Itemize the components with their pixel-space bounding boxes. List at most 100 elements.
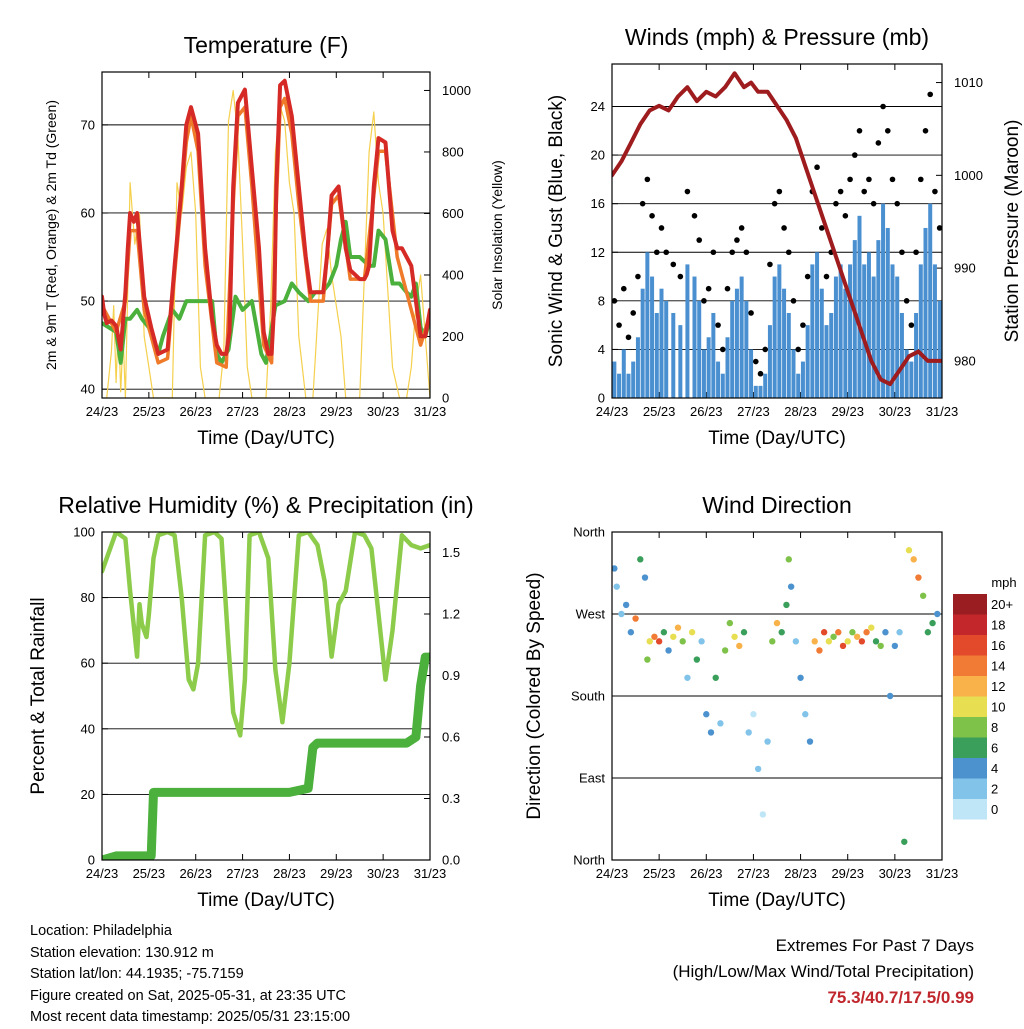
- gust-point: [684, 188, 691, 195]
- wind-bar: [685, 264, 690, 398]
- gust-point: [847, 176, 853, 183]
- gust-point: [639, 200, 646, 207]
- wind-bar: [932, 264, 937, 398]
- station-info: Location: Philadelphia Station elevation…: [30, 921, 350, 1029]
- y2-tick-label: 1000: [954, 168, 983, 183]
- direction-point: [759, 811, 767, 818]
- x-tick-label: 28/23: [273, 404, 306, 419]
- y2-tick-label: 1.5: [442, 545, 460, 560]
- y-tick-label: 40: [81, 721, 95, 736]
- extremes-values: 75.3/40.7/17.5/0.99: [827, 988, 974, 1007]
- wind-bar: [866, 252, 871, 398]
- direction-point: [830, 633, 837, 640]
- x-tick-label: 27/23: [226, 404, 259, 419]
- wind-bar: [923, 227, 928, 398]
- panel-3: 0 20 40 60 80 100 0.0 0.3 0.6 0.9 1.2 1.5 24/23 25/23…: [28, 492, 474, 911]
- x-tick-label: 24/23: [596, 404, 629, 419]
- direction-point: [613, 583, 620, 590]
- direction-point: [877, 642, 884, 650]
- legend-label: 6: [991, 741, 998, 756]
- y2-tick-label: 600: [442, 206, 464, 221]
- direction-point: [712, 674, 719, 681]
- direction-point: [882, 629, 889, 636]
- gust-point: [612, 298, 618, 304]
- gust-point: [936, 225, 942, 231]
- wind-bar: [871, 276, 876, 398]
- gust-point: [927, 91, 934, 98]
- x-tick-label: 30/23: [367, 866, 400, 881]
- gust-point: [767, 261, 773, 268]
- y2-tick-label: 0.6: [442, 730, 460, 745]
- wind-bar: [838, 264, 843, 398]
- x-axis-label: Time (Day/UTC): [197, 428, 335, 449]
- wind-bar: [739, 276, 744, 398]
- gust-point: [658, 225, 665, 231]
- gust-point: [833, 200, 839, 207]
- direction-point: [872, 638, 880, 645]
- direction-point: [721, 647, 729, 654]
- wind-bar: [621, 349, 626, 398]
- direction-point: [797, 674, 804, 681]
- wind-bar: [862, 264, 867, 398]
- wind-bar: [791, 349, 796, 398]
- y-axis-label: 2m & 9m T (Red, Orange) & 2m Td (Green): [43, 100, 59, 370]
- direction-point: [811, 638, 818, 645]
- y-tick-label: 0: [88, 853, 95, 868]
- wind-bar: [749, 349, 754, 398]
- gust-point: [738, 225, 745, 231]
- wind-bar: [650, 276, 655, 398]
- direction-point: [618, 610, 625, 618]
- direction-point: [627, 629, 635, 636]
- legend-swatch: [953, 676, 987, 697]
- direction-point: [622, 601, 630, 609]
- direction-point: [792, 638, 800, 645]
- wind-bar: [918, 264, 923, 398]
- gust-point: [917, 176, 924, 183]
- direction-point: [764, 738, 771, 745]
- wind-bar: [772, 276, 777, 398]
- humidity-line: [102, 532, 430, 738]
- figure-created: Figure created on Sat, 2025-05-31, at 23…: [30, 987, 346, 1004]
- chart-title: Temperature (F): [184, 32, 349, 58]
- plot-frame: [611, 63, 943, 399]
- x-tick-label: 30/23: [879, 404, 912, 419]
- direction-point: [820, 629, 828, 636]
- x-tick-label: 26/23: [690, 866, 723, 881]
- wind-bar: [706, 337, 711, 398]
- gust-point: [823, 273, 830, 280]
- y-tick-label: 70: [81, 117, 95, 132]
- direction-point: [717, 720, 724, 727]
- gust-point: [814, 164, 820, 171]
- gust-point: [616, 322, 622, 328]
- wind-bar: [753, 385, 758, 398]
- gust-point: [800, 322, 806, 328]
- x-tick-label: 27/23: [226, 866, 259, 881]
- gust-point: [630, 310, 637, 316]
- wind-bar: [678, 325, 683, 398]
- direction-point: [910, 556, 917, 563]
- direction-point: [934, 610, 941, 618]
- extremes-subtitle: (High/Low/Max Wind/Total Precipitation): [672, 962, 974, 981]
- legend-label: 12: [991, 679, 1005, 694]
- y-tick-label: South: [571, 689, 605, 704]
- y2-tick-label: 980: [954, 353, 976, 368]
- wind-bar: [885, 227, 890, 398]
- chart-title: Winds (mph) & Pressure (mb): [625, 24, 929, 50]
- wind-bar: [881, 203, 886, 398]
- wind-bar: [617, 373, 622, 398]
- wind-bar: [852, 240, 857, 398]
- direction-point: [905, 547, 913, 554]
- wind-bar: [899, 312, 904, 398]
- gust-point: [856, 128, 863, 134]
- y-tick-label: 8: [598, 293, 605, 308]
- direction-point: [754, 765, 762, 773]
- y-axis-label: Direction (Colored By Speed): [524, 572, 545, 819]
- gust-point: [748, 310, 754, 316]
- plot-frame: [101, 71, 431, 399]
- wind-bar: [777, 264, 782, 398]
- legend-swatch: [953, 758, 987, 779]
- x-tick-label: 25/23: [643, 866, 676, 881]
- x-tick-label: 31/23: [414, 866, 447, 881]
- direction-point: [679, 638, 686, 645]
- wind-bar: [640, 288, 645, 398]
